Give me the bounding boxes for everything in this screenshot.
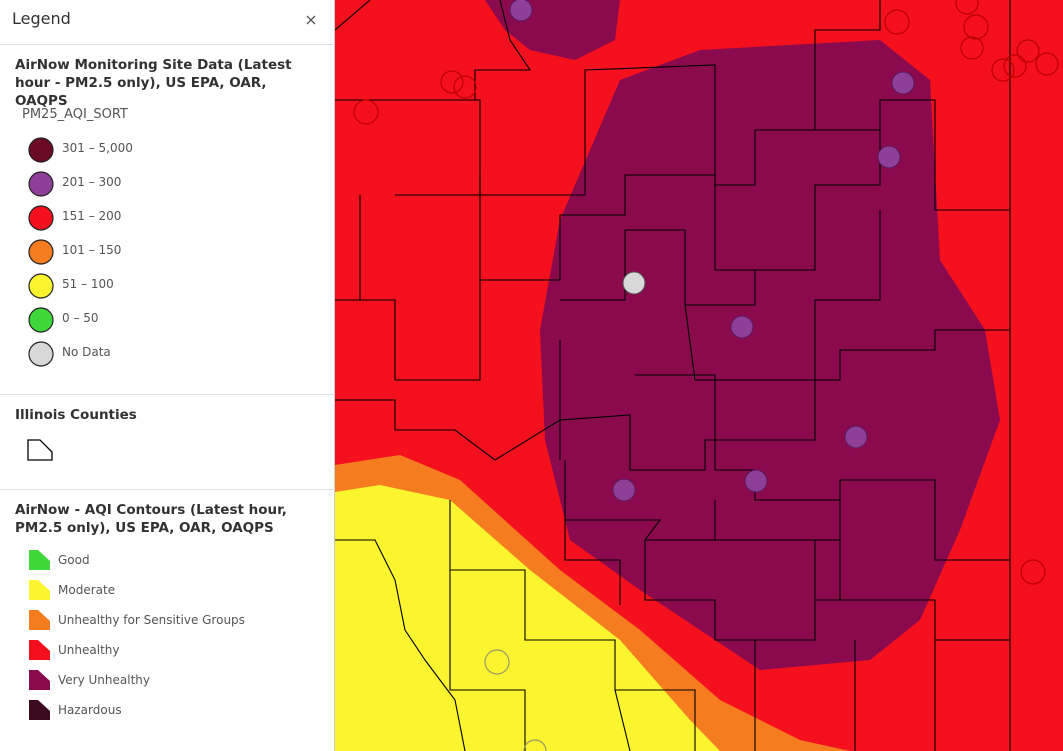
very-unhealthy-area xyxy=(540,40,1000,670)
legend-label: 201 – 300 xyxy=(62,175,122,189)
symbol-circle xyxy=(28,307,54,333)
close-button[interactable] xyxy=(304,13,318,27)
legend-swatch xyxy=(29,610,50,630)
legend-swatch xyxy=(29,670,50,690)
symbol-circle xyxy=(28,273,54,299)
map xyxy=(335,0,1063,751)
legend-swatch xyxy=(29,580,50,600)
separator xyxy=(0,394,335,395)
legend-label: 51 – 100 xyxy=(62,277,114,291)
swatch xyxy=(29,640,50,660)
swatch xyxy=(29,580,50,600)
symbol-circle xyxy=(28,341,54,367)
legend-swatch xyxy=(29,550,50,570)
legend-label: No Data xyxy=(62,345,111,359)
legend-label: Moderate xyxy=(58,583,116,597)
legend-symbol xyxy=(28,341,54,367)
separator xyxy=(0,489,335,490)
symbol-circle xyxy=(28,137,54,163)
section-title: Illinois Counties xyxy=(15,407,137,423)
legend-symbol xyxy=(28,307,54,333)
symbol-circle xyxy=(28,205,54,231)
legend-symbol xyxy=(28,273,54,299)
legend-symbol xyxy=(28,239,54,265)
site-marker xyxy=(484,649,510,675)
symbol-circle xyxy=(28,239,54,265)
legend-title: Legend xyxy=(12,9,71,28)
legend-label: Unhealthy for Sensitive Groups xyxy=(58,613,245,627)
county-lines xyxy=(335,0,1011,751)
legend-label: Very Unhealthy xyxy=(58,673,150,687)
legend-swatch xyxy=(29,640,50,660)
legend-label: 101 – 150 xyxy=(62,243,122,257)
legend-label: Good xyxy=(58,553,90,567)
section-title: AirNow Monitoring Site Data (Latest hour… xyxy=(15,57,292,109)
legend-swatch xyxy=(29,700,50,720)
field-name: PM25_AQI_SORT xyxy=(22,107,128,122)
swatch xyxy=(29,550,50,570)
site-marker xyxy=(523,739,547,751)
section-title: AirNow - AQI Contours (Latest hour, PM2.… xyxy=(15,502,287,536)
symbol-circle xyxy=(28,171,54,197)
site-markers-very-unhealthy xyxy=(509,0,915,502)
swatch xyxy=(29,670,50,690)
legend-symbol xyxy=(28,171,54,197)
moderate-area xyxy=(335,485,720,751)
legend-panel: Legend AirNow Monitoring Site Data (Late… xyxy=(0,0,335,751)
county-symbol xyxy=(27,439,53,461)
legend-label: 0 – 50 xyxy=(62,311,99,325)
legend-label: Hazardous xyxy=(58,703,122,717)
site-marker-no-data xyxy=(622,271,646,295)
site-markers xyxy=(353,0,1059,585)
legend-label: 301 – 5,000 xyxy=(62,141,133,155)
legend-label: Unhealthy xyxy=(58,643,120,657)
separator xyxy=(0,44,335,45)
legend-symbol xyxy=(28,137,54,163)
swatch xyxy=(29,700,50,720)
swatch xyxy=(29,610,50,630)
legend-label: 151 – 200 xyxy=(62,209,122,223)
legend-symbol xyxy=(28,205,54,231)
